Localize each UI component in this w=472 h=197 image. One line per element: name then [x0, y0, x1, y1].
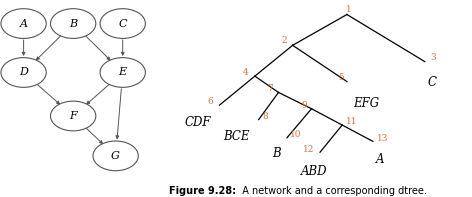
Text: 6: 6 — [208, 97, 213, 106]
Ellipse shape — [100, 58, 145, 87]
Text: 9: 9 — [301, 101, 307, 110]
Ellipse shape — [100, 9, 145, 38]
Text: ABD: ABD — [301, 165, 328, 178]
Text: 5: 5 — [338, 73, 344, 82]
Ellipse shape — [93, 141, 138, 171]
Text: 13: 13 — [377, 134, 388, 143]
Text: A: A — [376, 153, 385, 166]
Ellipse shape — [1, 58, 46, 87]
Text: 10: 10 — [290, 130, 301, 139]
Text: G: G — [111, 151, 120, 161]
Text: CDF: CDF — [185, 116, 211, 129]
Ellipse shape — [1, 9, 46, 38]
Text: A: A — [20, 19, 27, 29]
Text: 8: 8 — [262, 112, 268, 121]
Text: A network and a corresponding dtree.: A network and a corresponding dtree. — [236, 186, 427, 196]
Text: BCE: BCE — [224, 130, 250, 143]
Text: 4: 4 — [243, 68, 248, 77]
Text: 2: 2 — [281, 36, 287, 45]
Text: EFG: EFG — [353, 97, 379, 110]
Text: B: B — [272, 147, 280, 160]
Text: Figure 9.28:: Figure 9.28: — [169, 186, 236, 196]
Text: 3: 3 — [430, 53, 436, 62]
Text: 11: 11 — [346, 117, 357, 126]
Text: B: B — [69, 19, 77, 29]
Text: 12: 12 — [303, 145, 314, 154]
Text: C: C — [428, 76, 437, 89]
Text: E: E — [118, 68, 127, 77]
Text: D: D — [19, 68, 28, 77]
Ellipse shape — [51, 101, 96, 131]
Text: 1: 1 — [346, 6, 352, 14]
Text: 7: 7 — [267, 84, 273, 93]
Text: C: C — [118, 19, 127, 29]
Ellipse shape — [51, 9, 96, 38]
Text: F: F — [69, 111, 77, 121]
